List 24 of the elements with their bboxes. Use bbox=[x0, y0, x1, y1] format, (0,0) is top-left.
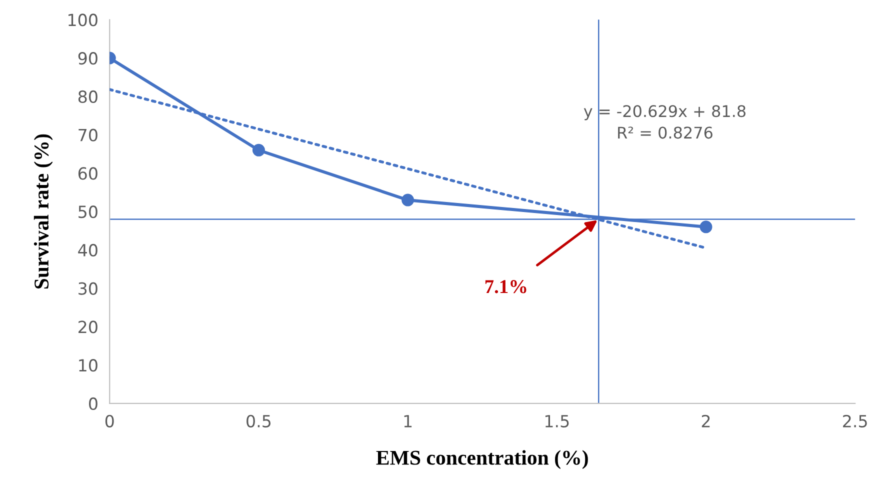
x-tick-label: 0 bbox=[105, 414, 114, 428]
y-tick-label: 0 bbox=[89, 397, 98, 410]
y-tick-label: 30 bbox=[78, 282, 98, 295]
x-tick-label: 0.5 bbox=[246, 414, 271, 428]
x-axis-title: EMS concentration (%) bbox=[376, 450, 588, 470]
point bbox=[402, 194, 414, 206]
y-tick-label: 80 bbox=[78, 90, 98, 103]
y-tick-label: 60 bbox=[78, 167, 98, 180]
y-tick-label: 90 bbox=[78, 52, 98, 65]
y-axis-title: Survival rate (%) bbox=[34, 134, 53, 289]
x-tick-label: 2.5 bbox=[843, 414, 867, 428]
point bbox=[700, 220, 712, 234]
annotation: 7.1% bbox=[485, 280, 526, 294]
point bbox=[252, 144, 265, 156]
x-tick-label: 2 bbox=[702, 414, 710, 428]
y-tick-label: 50 bbox=[78, 206, 98, 218]
x-tick-label: 1.5 bbox=[545, 415, 569, 428]
y-tick-label: 20 bbox=[78, 320, 98, 334]
annotation: y = -20.629x + 81.8 R² = 0.8276 bbox=[584, 105, 746, 139]
y-tick-label: 40 bbox=[78, 244, 98, 257]
y-tick-label: 100 bbox=[68, 14, 98, 26]
y-tick-label: 10 bbox=[79, 359, 98, 372]
y-tick-label: 70 bbox=[78, 128, 98, 142]
x-tick-label: 1 bbox=[404, 415, 412, 428]
